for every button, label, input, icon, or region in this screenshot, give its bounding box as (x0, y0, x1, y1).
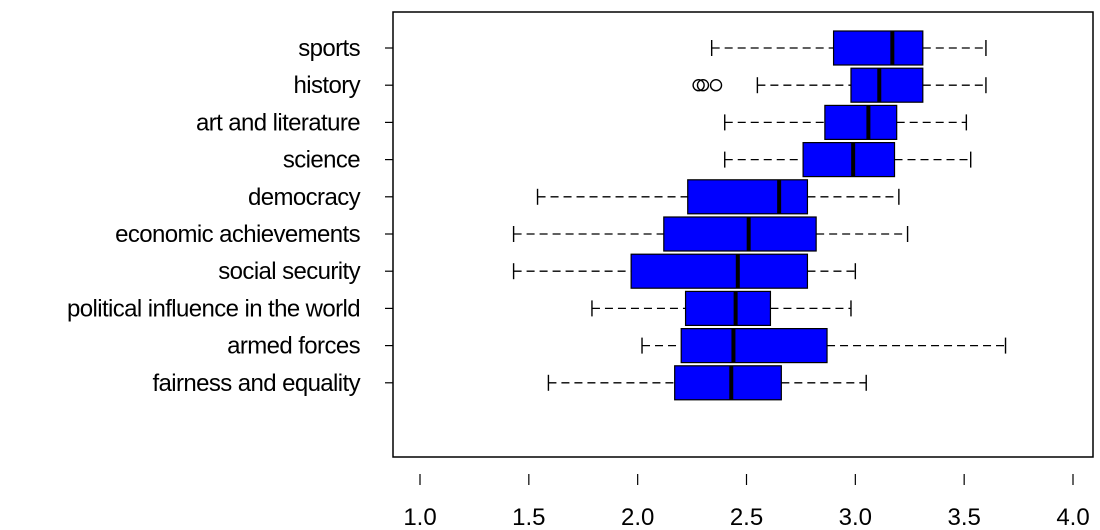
iqr-box (674, 365, 782, 401)
category-label: history (294, 72, 361, 99)
iqr-box (687, 179, 809, 215)
x-tick-label: 1.0 (403, 504, 436, 530)
iqr-box (680, 328, 828, 364)
category-label: sports (298, 35, 360, 62)
box-armed-forces (641, 328, 1007, 364)
category-label: social security (218, 258, 360, 285)
box-democracy (536, 179, 900, 215)
x-tick-label: 1.5 (512, 504, 545, 530)
category-axis: sports history art and literature science de… (67, 35, 393, 397)
box-fairness-and-equality (547, 365, 867, 401)
category-label: economic achievements (115, 221, 360, 248)
iqr-box (832, 30, 924, 66)
iqr-box (684, 290, 772, 326)
outlier-point (709, 78, 723, 92)
category-label: art and literature (196, 109, 360, 136)
x-tick-label: 3.5 (947, 504, 980, 530)
iqr-box (850, 67, 924, 103)
category-label: armed forces (227, 333, 360, 360)
outlier-point (696, 78, 710, 92)
category-label: fairness and equality (152, 370, 360, 397)
box-history (692, 67, 987, 103)
box-political-influence-in-the-world (591, 290, 852, 326)
iqr-box (630, 253, 809, 289)
iqr-box (663, 216, 817, 252)
iqr-box (824, 104, 898, 141)
x-tick-label: 3.0 (839, 504, 872, 530)
category-label: political influence in the world (67, 295, 360, 322)
outlier-point (692, 78, 705, 92)
box-series (512, 30, 1007, 401)
x-tick-label: 2.0 (621, 504, 654, 530)
x-axis: 1.0 1.5 2.0 2.5 3.0 3.5 4.0 (403, 474, 1090, 530)
box-art-and-literature (724, 104, 968, 141)
x-tick-label: 2.5 (730, 504, 763, 530)
iqr-box (802, 142, 896, 178)
box-science (724, 142, 972, 178)
box-sports (710, 30, 987, 66)
x-tick-label: 4.0 (1056, 504, 1089, 530)
box-economic-achievements (512, 216, 909, 252)
box-social-security (512, 253, 857, 289)
category-label: democracy (248, 184, 361, 211)
category-label: science (283, 147, 360, 174)
